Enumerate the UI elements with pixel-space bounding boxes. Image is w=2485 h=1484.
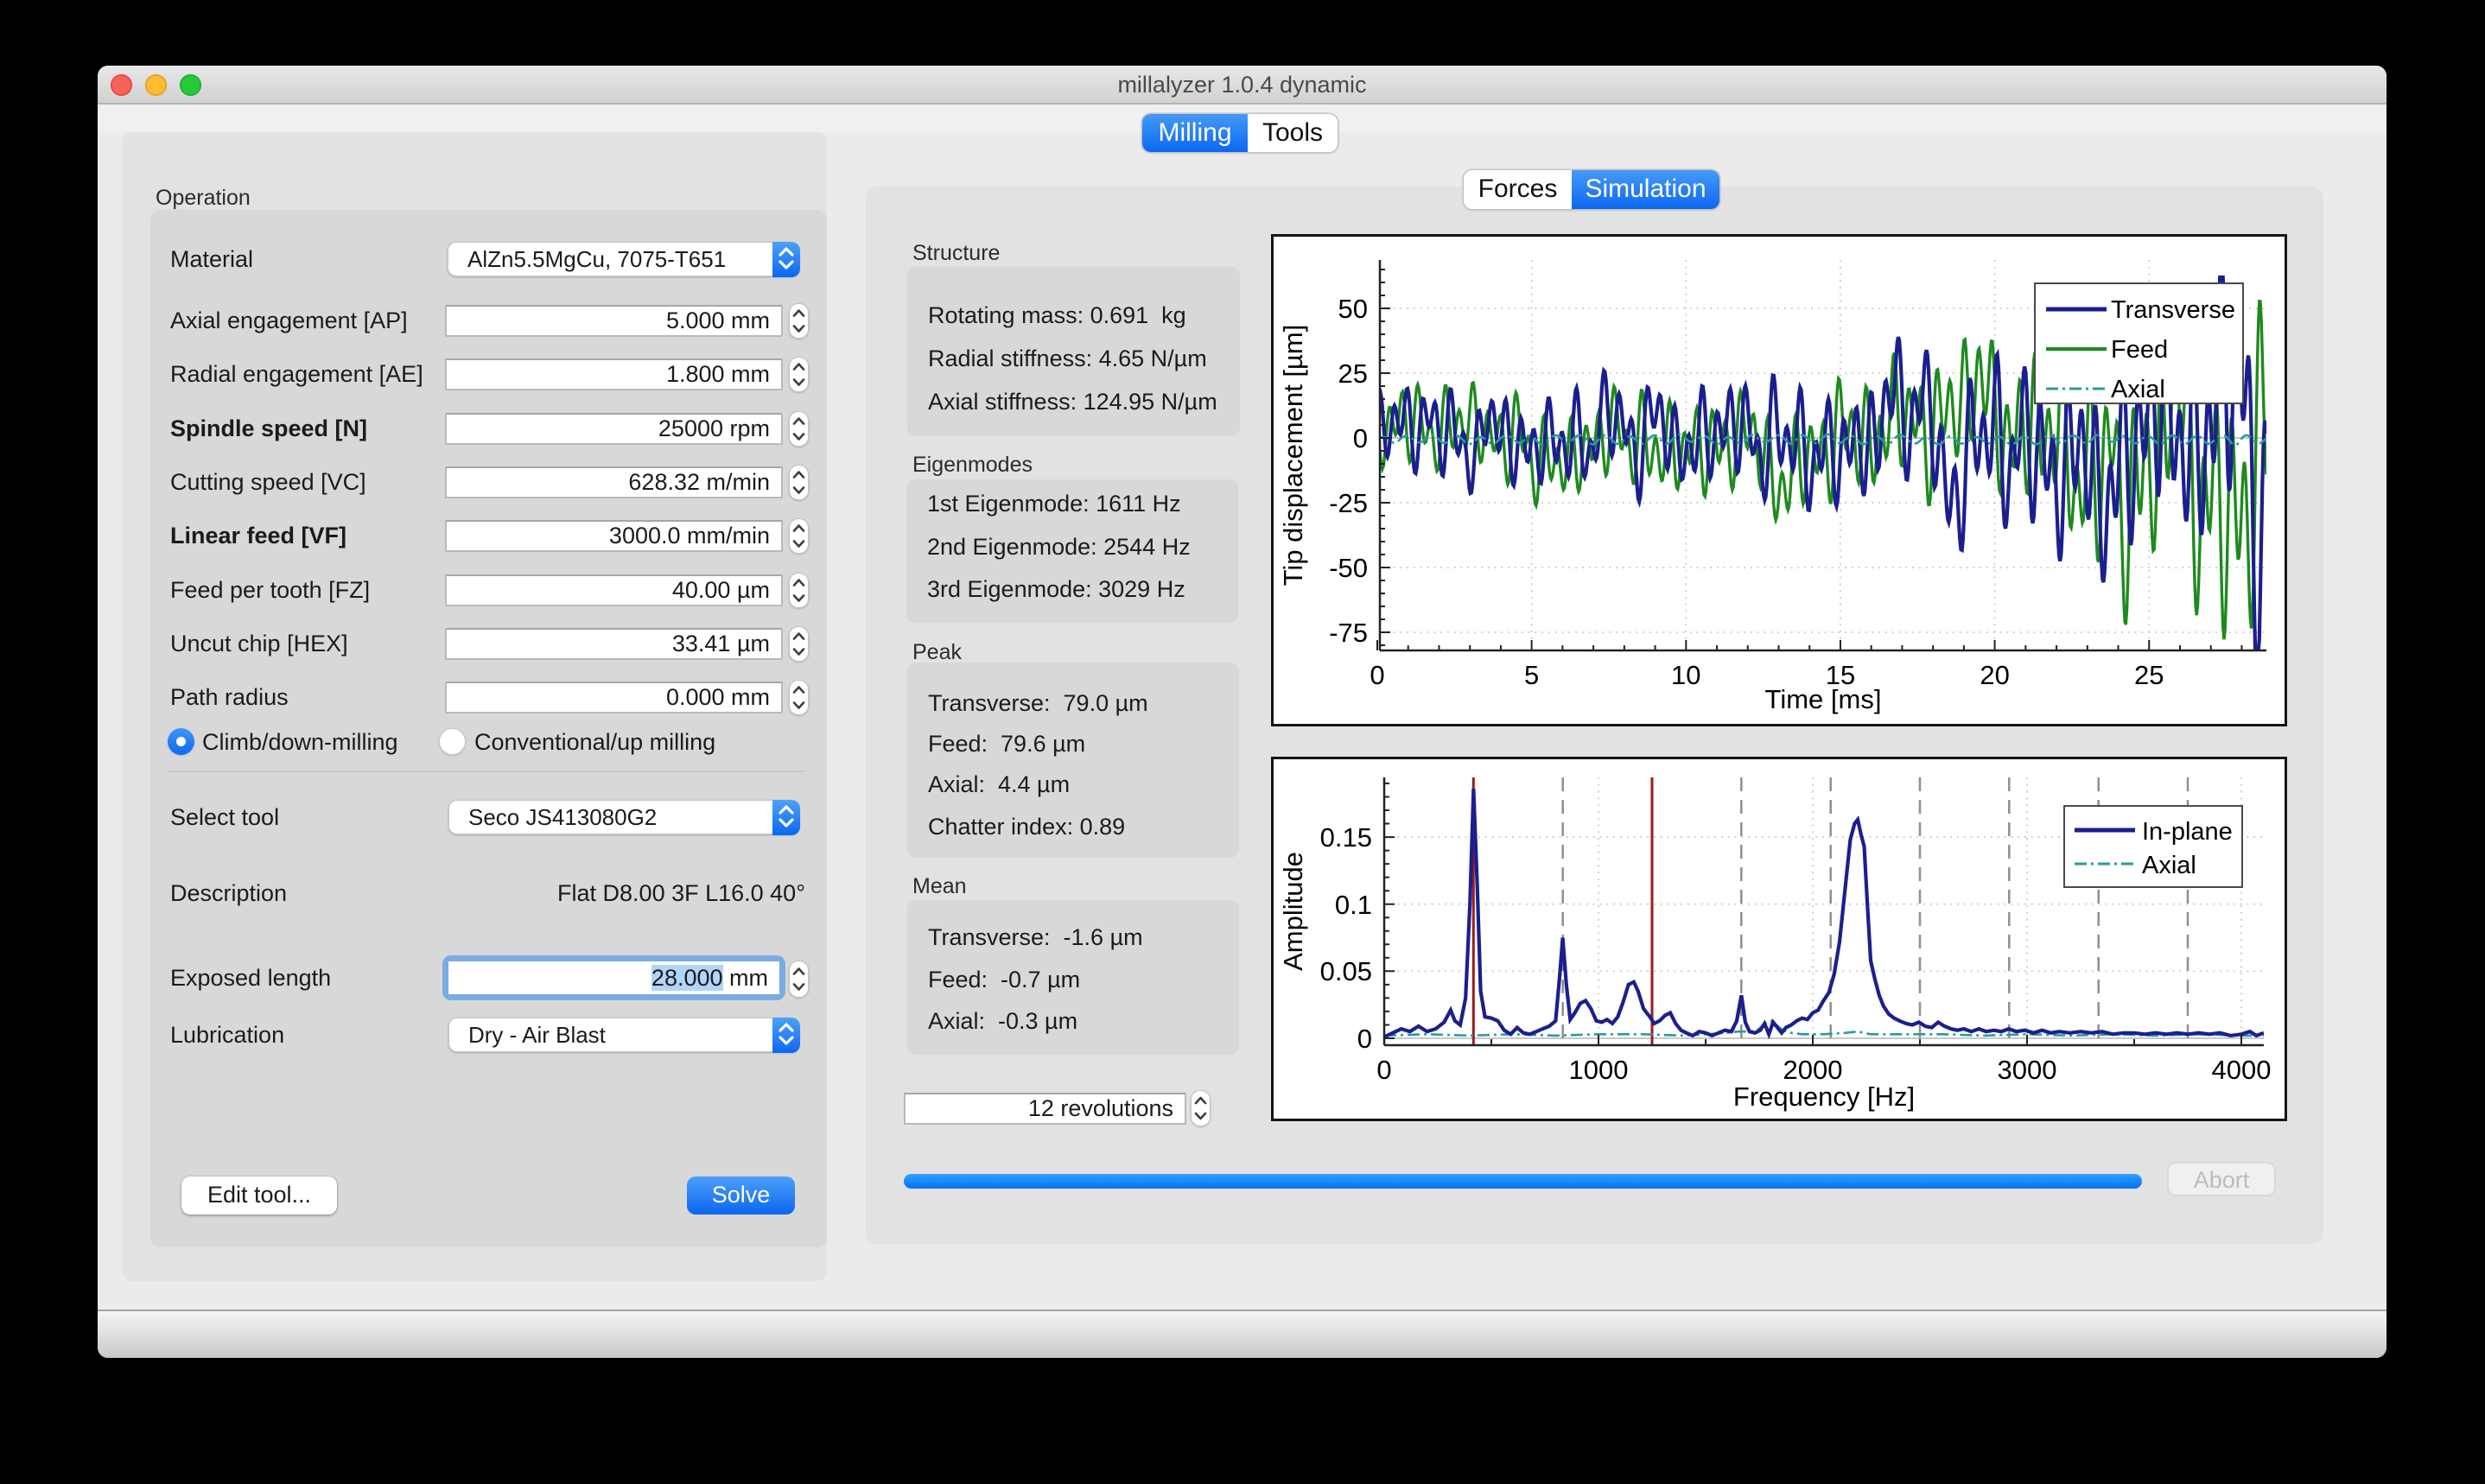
svg-text:In-plane: In-plane: [2142, 818, 2233, 846]
svg-text:5: 5: [1524, 660, 1539, 690]
svg-text:20: 20: [1980, 660, 2009, 690]
svg-text:-50: -50: [1329, 553, 1368, 583]
svg-text:Feed: Feed: [2111, 336, 2168, 364]
svg-text:Tip displacement [µm]: Tip displacement [µm]: [1278, 325, 1308, 587]
svg-text:25: 25: [1338, 358, 1368, 389]
svg-text:-25: -25: [1329, 488, 1368, 518]
svg-text:0: 0: [1376, 1055, 1391, 1085]
svg-text:10: 10: [1671, 660, 1700, 690]
svg-text:25: 25: [2134, 660, 2164, 690]
svg-text:0.05: 0.05: [1320, 956, 1372, 986]
svg-text:Axial: Axial: [2111, 376, 2165, 403]
svg-text:4000: 4000: [2212, 1055, 2272, 1085]
svg-text:0: 0: [1357, 1024, 1372, 1054]
svg-text:0: 0: [1353, 423, 1368, 453]
svg-text:-75: -75: [1329, 618, 1368, 648]
svg-text:3000: 3000: [1998, 1055, 2057, 1085]
svg-text:50: 50: [1338, 294, 1368, 324]
svg-text:Time [ms]: Time [ms]: [1765, 684, 1882, 714]
svg-text:Transverse: Transverse: [2111, 296, 2235, 324]
svg-text:Amplitude: Amplitude: [1278, 852, 1308, 971]
svg-text:Frequency [Hz]: Frequency [Hz]: [1733, 1081, 1915, 1112]
svg-text:0.1: 0.1: [1335, 890, 1372, 920]
svg-text:0: 0: [1370, 660, 1384, 690]
svg-text:Axial: Axial: [2142, 852, 2196, 879]
svg-text:15: 15: [1826, 660, 1855, 690]
svg-text:1000: 1000: [1569, 1055, 1629, 1085]
svg-text:2000: 2000: [1783, 1055, 1843, 1085]
svg-text:0.15: 0.15: [1320, 822, 1372, 853]
